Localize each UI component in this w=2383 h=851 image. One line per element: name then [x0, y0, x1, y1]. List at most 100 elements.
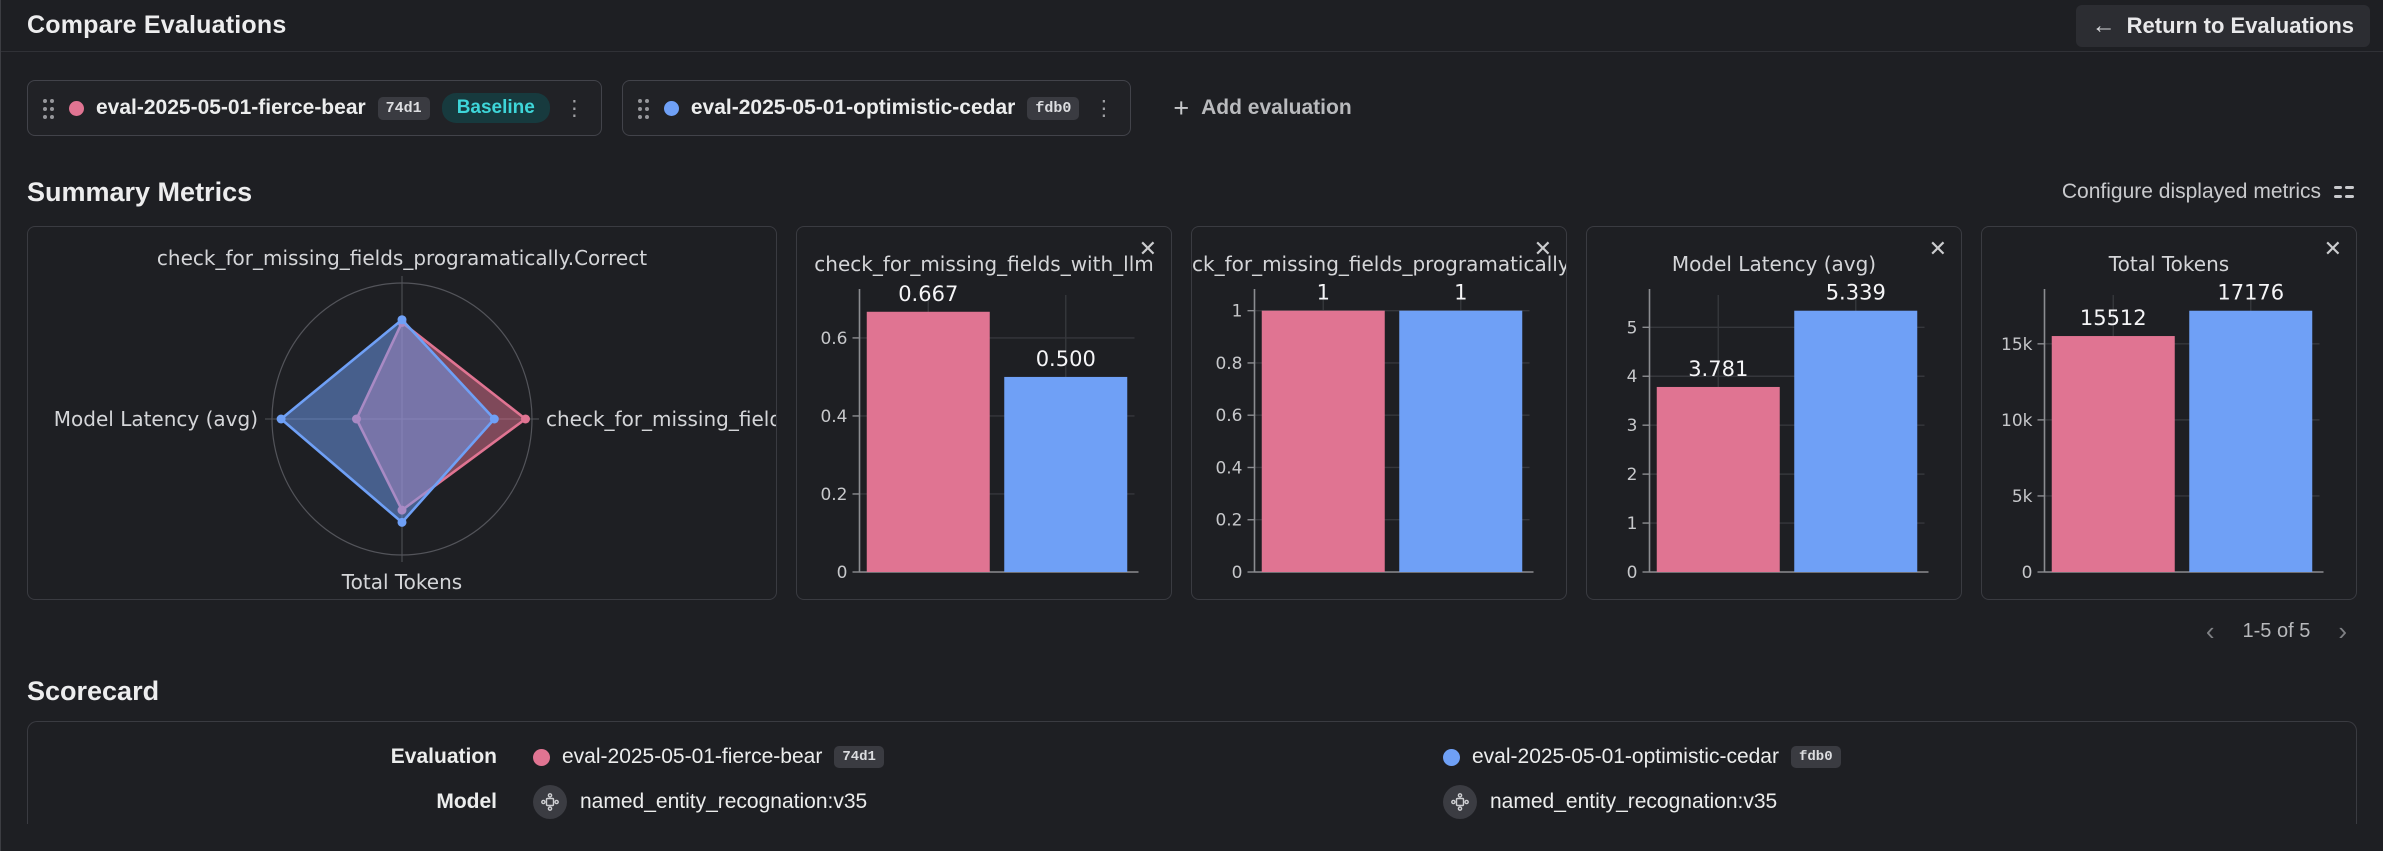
summary-metrics-header: Summary Metrics Configure displayed metr…: [1, 136, 2383, 208]
back-arrow-icon: ←: [2091, 11, 2116, 39]
evaluation-chip-compare[interactable]: eval-2025-05-01-optimistic-cedar fdb0 ⋮: [621, 80, 1132, 136]
kebab-menu-icon[interactable]: ⋮: [562, 94, 587, 123]
evaluation-name: eval-2025-05-01-fierce-bear: [96, 96, 366, 119]
add-evaluation-button[interactable]: + Add evaluation: [1159, 85, 1365, 132]
svg-text:0.4: 0.4: [1215, 458, 1242, 478]
evaluation-chips-row: eval-2025-05-01-fierce-bear 74d1 Baselin…: [1, 52, 2383, 136]
return-button-label: Return to Evaluations: [2126, 12, 2354, 38]
evaluation-color-dot: [69, 100, 84, 116]
chart-title: Total Tokens: [2108, 252, 2230, 276]
evaluation-id-badge: 74d1: [377, 96, 430, 120]
evaluation-color-dot: [533, 748, 550, 766]
close-icon[interactable]: ✕: [1925, 235, 1951, 265]
drag-handle-icon[interactable]: [637, 96, 650, 120]
metric-card-total-tokens: ✕ Total Tokens 0 5k 10k 15k 15512 17176: [1981, 226, 2357, 600]
svg-text:0.6: 0.6: [820, 329, 847, 349]
model-name: named_entity_recognation:v35: [1490, 790, 1778, 813]
svg-text:0: 0: [1627, 563, 1638, 583]
svg-text:1: 1: [1317, 281, 1330, 305]
close-icon[interactable]: ✕: [1135, 235, 1161, 265]
close-icon[interactable]: ✕: [2320, 235, 2346, 265]
radar-chart-card: check_for_missing_fields_programatically…: [27, 226, 777, 600]
svg-text:0.667: 0.667: [898, 282, 958, 306]
svg-text:0.500: 0.500: [1036, 347, 1096, 371]
svg-text:15k: 15k: [2001, 335, 2033, 355]
scorecard-model-row: Model named_entity_recognation:v35: [28, 776, 2356, 824]
evaluation-name: eval-2025-05-01-optimistic-cedar: [690, 96, 1016, 119]
summary-metric-cards: check_for_missing_fields_programatically…: [27, 226, 2357, 600]
configure-metrics-icon: [2334, 186, 2354, 198]
svg-text:0.2: 0.2: [820, 485, 847, 505]
svg-text:0.4: 0.4: [820, 407, 847, 427]
svg-text:1: 1: [1454, 281, 1467, 305]
svg-text:10k: 10k: [2001, 411, 2033, 431]
evaluation-id-badge: fdb0: [1027, 96, 1080, 120]
svg-text:1: 1: [1232, 302, 1243, 322]
bar-chart: 0 5k 10k 15k 15512 17176: [1982, 281, 2356, 583]
close-icon[interactable]: ✕: [1530, 235, 1556, 265]
row-label: Evaluation: [390, 745, 497, 768]
return-to-evaluations-button[interactable]: ← Return to Evaluations: [2075, 4, 2370, 47]
evaluation-name: eval-2025-05-01-optimistic-cedar: [1472, 745, 1779, 768]
scorecard-header: Scorecard: [1, 646, 2383, 707]
pagination-label: 1-5 of 5: [2242, 619, 2311, 642]
baseline-badge: Baseline: [441, 92, 550, 124]
chevron-right-icon[interactable]: ›: [2332, 616, 2353, 646]
chart-title: ck_for_missing_fields_programatically.C: [1192, 252, 1566, 276]
scorecard-model-baseline: named_entity_recognation:v35: [533, 785, 1443, 819]
model-name: named_entity_recognation:v35: [580, 790, 868, 813]
scorecard-model-compare: named_entity_recognation:v35: [1443, 785, 2356, 819]
svg-text:17176: 17176: [2217, 281, 2284, 305]
svg-text:check_for_missing_fields_progr: check_for_missing_fields_programatically…: [157, 246, 647, 270]
svg-text:0: 0: [2022, 563, 2033, 583]
svg-text:3: 3: [1627, 416, 1638, 436]
configure-displayed-metrics-button[interactable]: Configure displayed metrics: [2060, 176, 2357, 208]
svg-text:5k: 5k: [2012, 487, 2033, 507]
page-title: Compare Evaluations: [27, 11, 287, 39]
metric-card-model-latency: ✕ Model Latency (avg) 0 1 2 3 4 5 3.781 5.339: [1586, 226, 1962, 600]
evaluation-id-badge: fdb0: [1790, 746, 1841, 768]
configure-metrics-label: Configure displayed metrics: [2061, 180, 2321, 203]
model-icon: [1443, 785, 1477, 819]
top-header: Compare Evaluations ← Return to Evaluati…: [1, 0, 2383, 52]
evaluation-color-dot: [1443, 748, 1460, 766]
chevron-left-icon[interactable]: ‹: [2200, 616, 2221, 646]
svg-text:5: 5: [1627, 318, 1638, 338]
summary-metrics-title: Summary Metrics: [27, 177, 253, 207]
bar-chart: 0 0.2 0.4 0.6 0.8 1 1 1: [1192, 281, 1566, 583]
drag-handle-icon[interactable]: [42, 96, 55, 120]
evaluation-chip-baseline[interactable]: eval-2025-05-01-fierce-bear 74d1 Baselin…: [27, 80, 602, 136]
evaluation-name: eval-2025-05-01-fierce-bear: [562, 745, 823, 768]
kebab-menu-icon[interactable]: ⋮: [1091, 94, 1116, 123]
bar-chart: 0 1 2 3 4 5 3.781 5.339: [1587, 281, 1961, 583]
evaluation-color-dot: [663, 100, 679, 116]
scorecard-evaluation-row: Evaluation eval-2025-05-01-fierce-bear 7…: [28, 722, 2356, 776]
chart-title: Model Latency (avg): [1671, 252, 1877, 276]
plus-icon: +: [1173, 92, 1190, 123]
svg-text:0: 0: [1232, 563, 1243, 583]
svg-text:15512: 15512: [2080, 306, 2147, 330]
pagination: ‹ 1-5 of 5 ›: [1, 600, 2383, 646]
scorecard-evaluation-baseline: eval-2025-05-01-fierce-bear 74d1: [533, 745, 1443, 769]
svg-text:3.781: 3.781: [1688, 357, 1748, 381]
chart-title: check_for_missing_fields_with_llm: [814, 252, 1154, 276]
svg-text:0: 0: [837, 563, 848, 583]
svg-text:Model Latency (avg): Model Latency (avg): [54, 407, 258, 431]
svg-text:1: 1: [1627, 514, 1638, 534]
bar-chart: 0 0.2 0.4 0.6 0.667 0.500: [797, 281, 1171, 583]
svg-text:2: 2: [1627, 465, 1638, 485]
svg-text:4: 4: [1627, 367, 1638, 387]
scorecard-title: Scorecard: [27, 676, 160, 706]
add-evaluation-label: Add evaluation: [1201, 96, 1352, 119]
model-icon: [533, 785, 567, 819]
svg-text:Total Tokens: Total Tokens: [341, 570, 462, 594]
row-label: Model: [436, 790, 497, 813]
svg-text:0.8: 0.8: [1215, 354, 1242, 374]
metric-card-check-for-missing-fields-with-llm: ✕ check_for_missing_fields_with_llm 0 0.2…: [796, 226, 1172, 600]
radar-chart: check_for_missing_fields_programatically…: [28, 227, 776, 599]
svg-text:0.2: 0.2: [1215, 511, 1242, 531]
scorecard-evaluation-compare: eval-2025-05-01-optimistic-cedar fdb0: [1443, 745, 2356, 769]
svg-text:0.6: 0.6: [1215, 406, 1242, 426]
evaluation-id-badge: 74d1: [834, 746, 884, 768]
metric-card-check-for-missing-fields-programatically: ✕ ck_for_missing_fields_programatically.…: [1191, 226, 1567, 600]
